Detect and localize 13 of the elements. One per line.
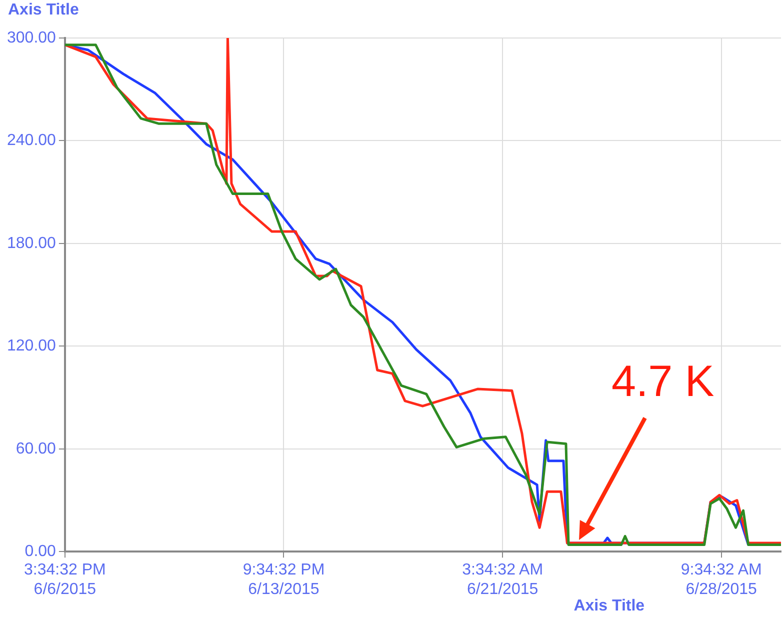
x-tick-label: 9:34:32 PM 6/13/2015 <box>242 562 325 598</box>
x-tick-label: 3:34:32 AM 6/21/2015 <box>462 562 544 598</box>
y-tick-label: 0.00 <box>24 543 56 560</box>
annotation: 4.7 K <box>611 356 714 406</box>
x-tick-label: 9:34:32 AM 6/28/2015 <box>680 562 762 598</box>
y-tick-label: 60.00 <box>16 440 56 458</box>
y-tick-label: 180.00 <box>7 234 56 252</box>
y-tick-label: 240.00 <box>7 132 56 150</box>
y-tick-label: 120.00 <box>7 338 56 355</box>
y-tick-label: 300.00 <box>7 29 56 46</box>
y-axis-title: Axis Title <box>8 1 79 18</box>
x-axis-title: Axis Title <box>574 597 645 614</box>
x-tick-label: 3:34:32 PM 6/6/2015 <box>24 562 106 598</box>
